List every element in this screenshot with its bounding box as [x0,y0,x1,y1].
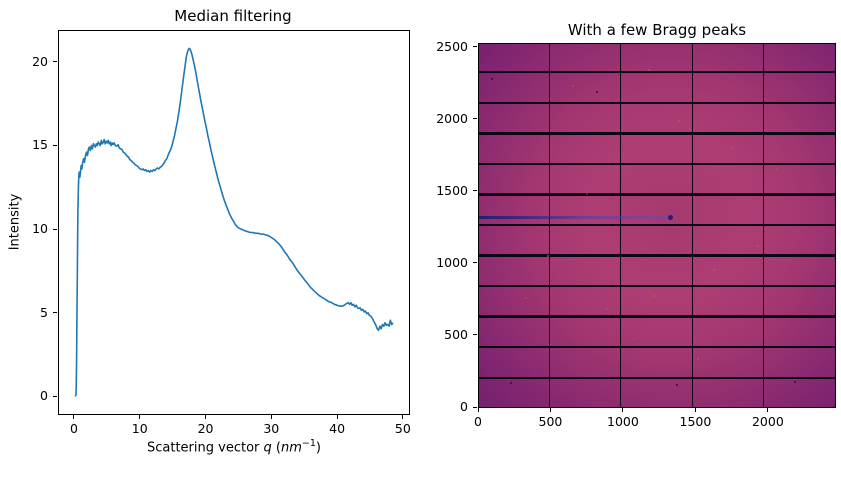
bragg-peak [775,168,778,171]
bragg-peak [756,244,759,247]
xlabel-q-symbol: q [263,440,272,456]
beamstop-dot [668,215,674,221]
module-gap-horizontal [478,376,835,379]
bragg-peak [546,254,549,257]
x-tick-label: 30 [263,421,280,436]
y-tick-label: 15 [32,137,48,153]
y-tick [473,190,477,192]
bragg-peak [713,269,716,272]
y-tick-label: 1000 [436,254,468,270]
x-tick-label: 1000 [607,414,639,429]
y-tick [473,262,477,264]
xlabel-unit: nm [281,440,302,456]
module-gap-horizontal [478,223,835,227]
x-tick-label: 10 [131,421,148,436]
bragg-peak [697,357,700,360]
x-tick [694,408,696,412]
y-tick [53,144,57,146]
x-tick-label: 20 [197,421,214,436]
module-gap-horizontal [478,71,835,74]
bragg-peak [606,308,608,310]
y-tick-label: 10 [32,221,48,237]
y-tick-label: 2000 [436,110,468,126]
x-tick [477,408,479,412]
module-gap-horizontal [478,132,835,135]
y-tick-label: 5 [40,304,48,320]
y-tick [473,118,477,120]
module-gap-horizontal [478,193,835,196]
xlabel-prefix: Scattering vector [147,440,264,456]
x-tick-label: 50 [394,421,411,436]
dead-pixel [794,380,797,383]
y-tick [473,334,477,336]
left-plot-title: Median filtering [174,7,292,25]
y-tick-label: 1500 [436,182,468,198]
x-tick [767,408,769,412]
left-axes-frame [58,30,410,415]
bragg-peak [653,295,656,298]
x-tick-label: 2000 [751,414,784,429]
x-tick [336,415,338,419]
x-tick-label: 0 [70,421,78,436]
module-gap-horizontal [478,315,835,318]
x-tick-label: 500 [538,414,563,429]
x-tick [402,415,404,419]
module-gap-horizontal [478,162,835,166]
y-tick [53,228,57,230]
bragg-peak [732,146,735,149]
beamstop-arm-shadow [478,216,671,219]
bragg-peak [632,338,635,341]
x-tick [139,415,141,419]
x-axis-label-scattering-vector: Scattering vector q (nm−1) [147,438,321,455]
dead-pixel [595,91,598,94]
right-plot-title: With a few Bragg peaks [567,21,747,39]
y-tick [53,312,57,314]
bragg-peak [524,296,527,299]
y-tick-label: 2500 [436,38,468,54]
xlabel-exponent: −1 [301,438,316,449]
bragg-peak [648,68,650,71]
module-gap-horizontal [478,284,835,288]
x-tick [73,415,75,419]
y-tick [53,395,57,397]
y-tick [473,46,477,48]
x-tick-label: 40 [329,421,346,436]
x-tick [549,408,551,412]
y-tick-label: 0 [460,399,468,414]
module-gap-horizontal [478,345,835,349]
xlabel-paren-open: ( [271,440,281,456]
y-tick-label: 500 [444,326,468,342]
x-tick-label: 1500 [679,414,712,429]
module-gap-horizontal [478,101,835,104]
detector-image [478,43,835,407]
bragg-peak [571,84,574,87]
x-tick [270,415,272,419]
x-tick [205,415,207,419]
xlabel-paren-close: ) [315,440,321,456]
x-tick-label: 0 [474,414,482,429]
dead-pixel [675,383,678,386]
module-gap-horizontal [478,254,835,257]
bragg-peak [586,192,589,195]
dead-pixel [490,77,493,80]
y-tick-label: 20 [32,53,48,69]
y-tick-label: 0 [40,388,48,404]
bragg-peak [677,120,680,123]
y-tick [53,61,57,63]
dead-pixel [510,381,513,384]
y-tick [473,406,477,408]
x-tick [622,408,624,412]
